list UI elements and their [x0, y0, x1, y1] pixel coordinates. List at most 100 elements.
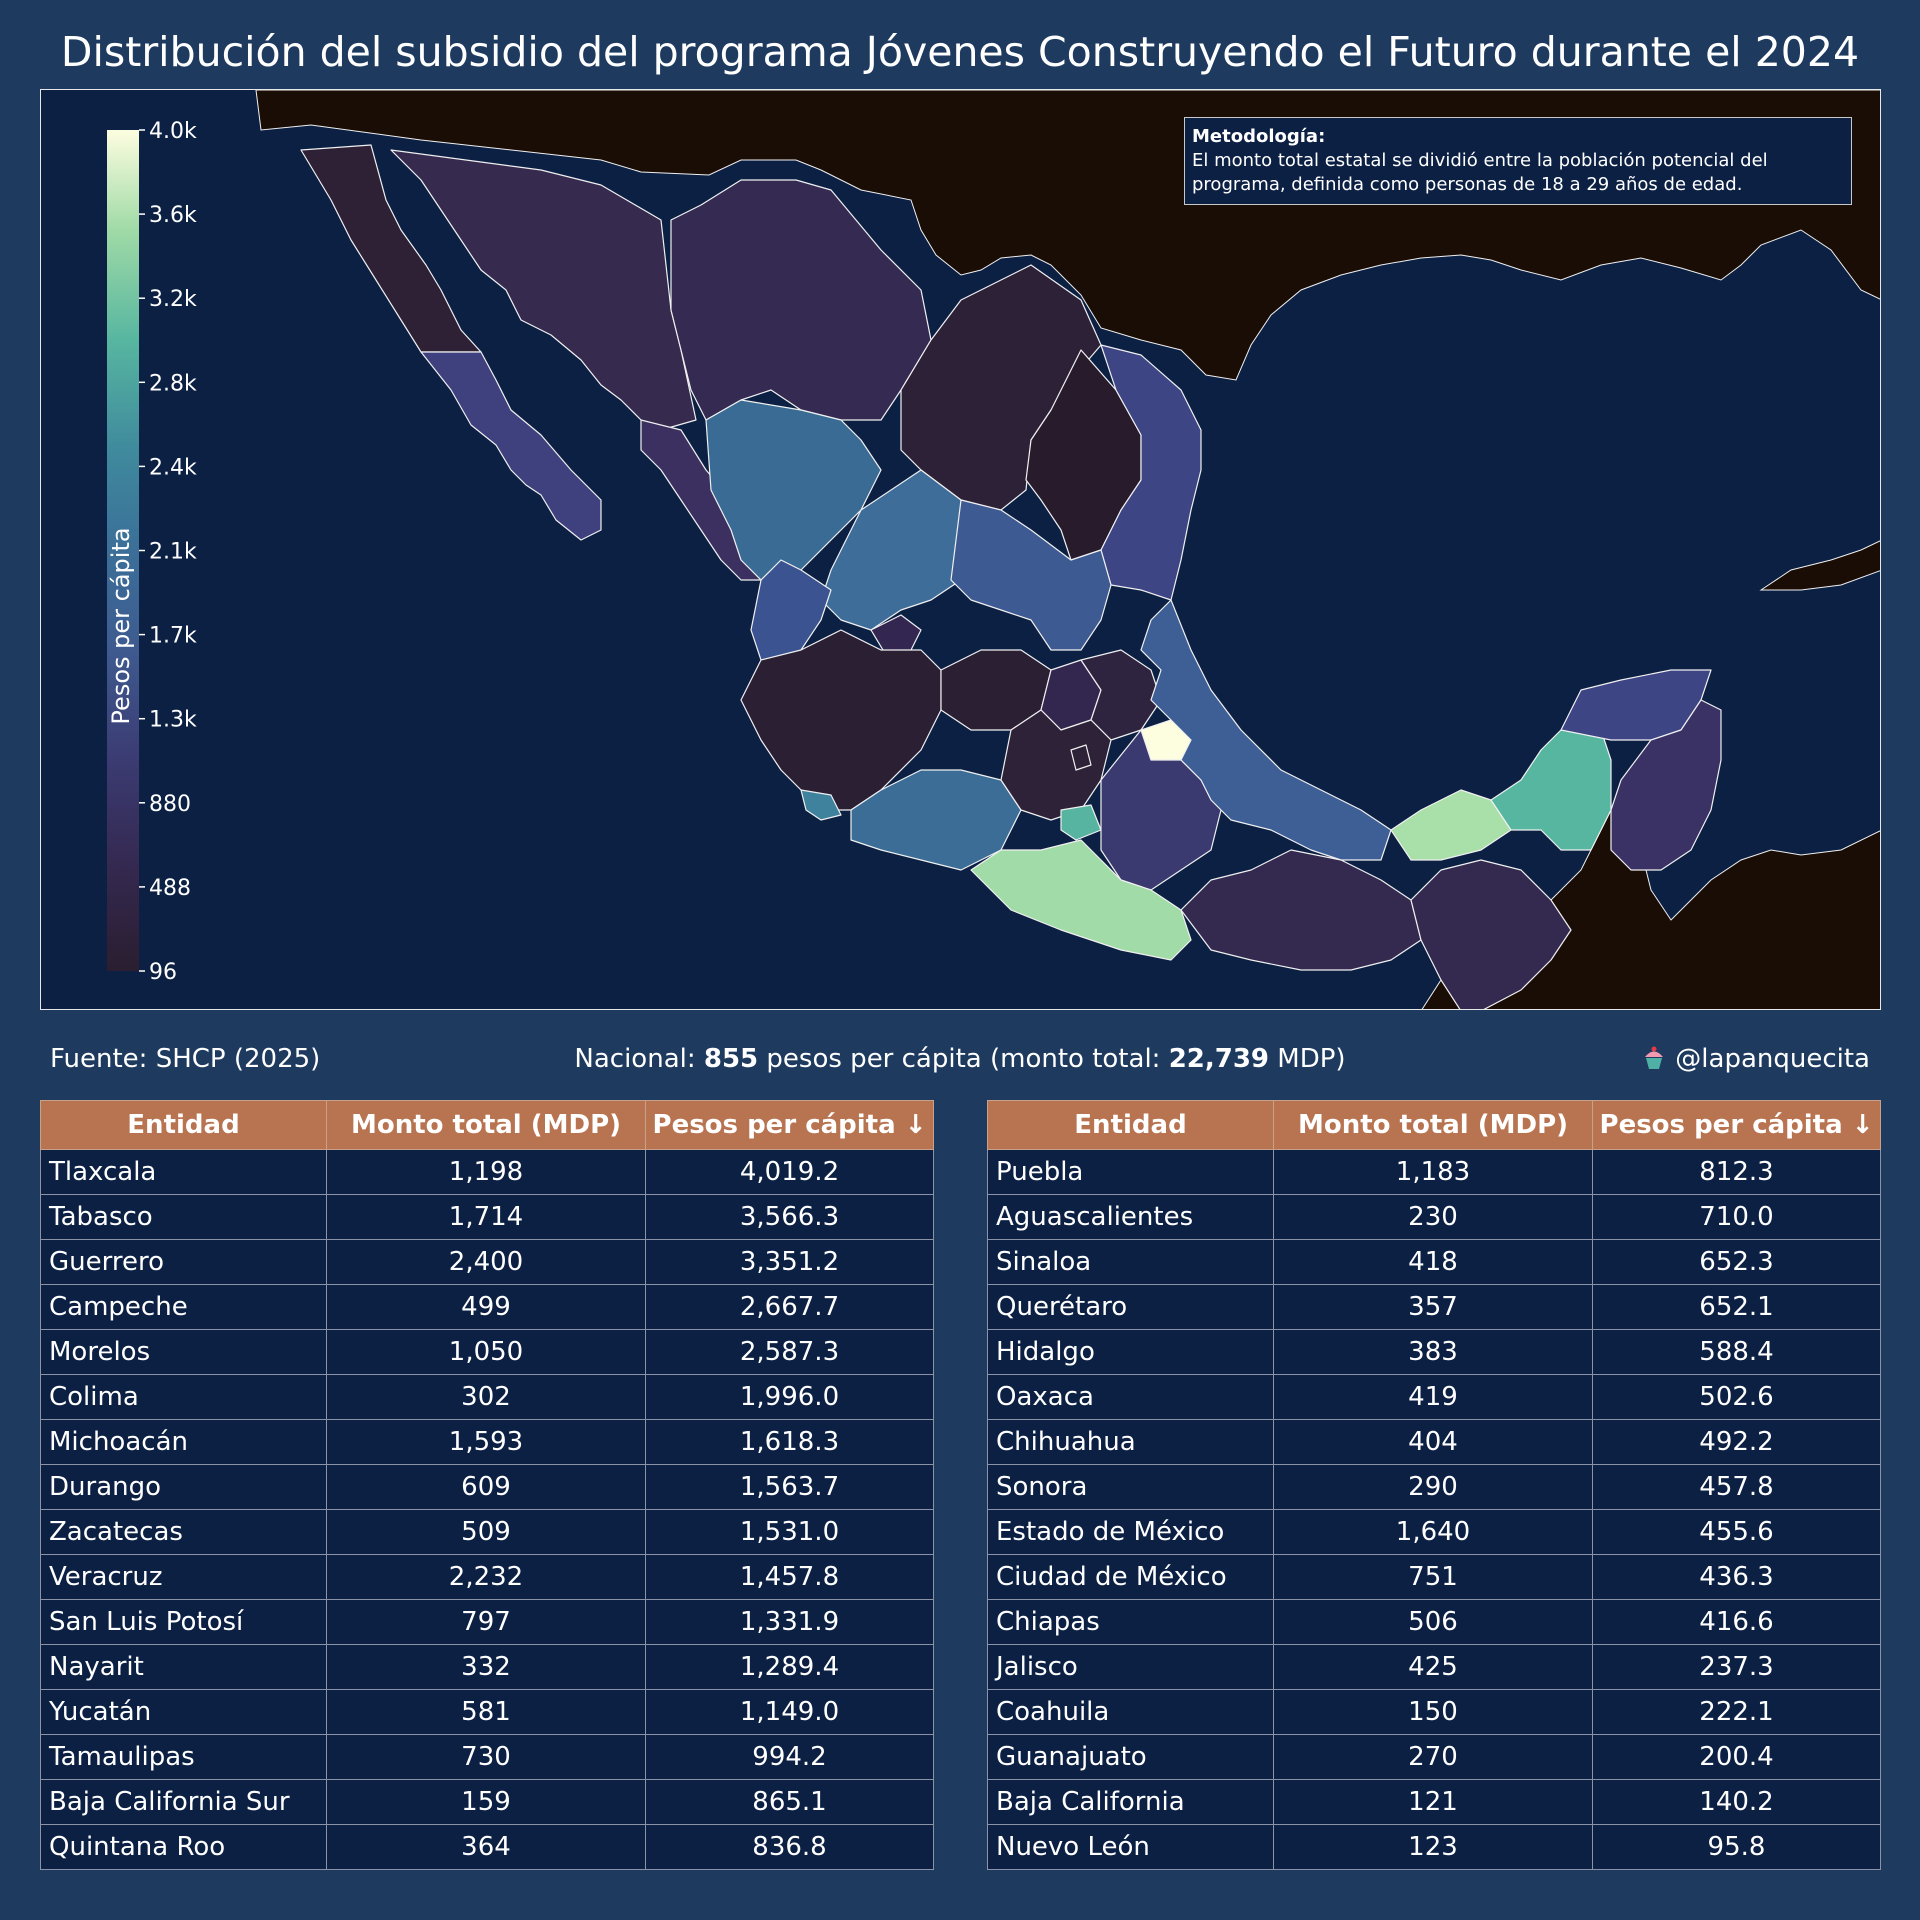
cell-per-capita: 1,149.0: [645, 1689, 934, 1735]
cell-per-capita: 200.4: [1592, 1734, 1881, 1780]
national-suffix: MDP): [1277, 1044, 1346, 1074]
cell-entity: Coahuila: [987, 1689, 1274, 1735]
table-row: Guanajuato 270 200.4: [987, 1734, 1881, 1780]
cell-per-capita: 865.1: [645, 1779, 934, 1825]
state-chiapas: [1410, 859, 1572, 1009]
author-credit: @lapanquecita: [1641, 1044, 1870, 1074]
cell-entity: San Luis Potosí: [40, 1599, 327, 1645]
colorbar-ticks: 4.0k 3.6k 3.2k 2.8k 2.4k 2.1k 1.7k 1.3k 880 488 96: [139, 119, 197, 985]
cell-entity: Estado de México: [987, 1509, 1274, 1555]
cell-total: 2,232: [326, 1554, 646, 1600]
source-note: Fuente: SHCP (2025): [50, 1044, 321, 1074]
colorbar-tick-label: 2.1k: [149, 540, 197, 565]
cell-entity: Tamaulipas: [40, 1734, 327, 1780]
colorbar-tick-label: 1.7k: [149, 624, 197, 649]
cell-entity: Durango: [40, 1464, 327, 1510]
cell-total: 123: [1273, 1824, 1593, 1870]
cell-entity: Colima: [40, 1374, 327, 1420]
methodology-title: Metodología:: [1192, 126, 1326, 147]
cell-entity: Baja California Sur: [40, 1779, 327, 1825]
cell-per-capita: 436.3: [1592, 1554, 1881, 1600]
cell-per-capita: 457.8: [1592, 1464, 1881, 1510]
table-header-row: Entidad Monto total (MDP) Pesos per cápi…: [987, 1100, 1881, 1150]
cell-entity: Michoacán: [40, 1419, 327, 1465]
cell-total: 419: [1273, 1374, 1593, 1420]
cell-total: 357: [1273, 1284, 1593, 1330]
cuba-land: [1759, 540, 1880, 591]
national-summary: Nacional: 855 pesos per cápita (monto to…: [0, 1044, 1920, 1074]
table-row: Ciudad de México 751 436.3: [987, 1554, 1881, 1600]
colorbar-tick-label: 1.3k: [149, 708, 197, 733]
state-tamaulipas: [1100, 344, 1202, 601]
header-total: Monto total (MDP): [1273, 1100, 1593, 1150]
cell-entity: Nayarit: [40, 1644, 327, 1690]
cell-total: 609: [326, 1464, 646, 1510]
colorbar-tick-label: 488: [149, 876, 191, 901]
table-row: Veracruz 2,232 1,457.8: [40, 1554, 934, 1600]
cell-entity: Quintana Roo: [40, 1824, 327, 1870]
colorbar-tick-label: 880: [149, 792, 191, 817]
cell-entity: Aguascalientes: [987, 1194, 1274, 1240]
state-durango: [705, 399, 882, 591]
cell-total: 1,714: [326, 1194, 646, 1240]
state-estado-de-mexico: [1000, 709, 1112, 821]
cell-total: 404: [1273, 1419, 1593, 1465]
cell-total: 425: [1273, 1644, 1593, 1690]
table-row: Oaxaca 419 502.6: [987, 1374, 1881, 1420]
cell-entity: Morelos: [40, 1329, 327, 1375]
state-veracruz: [1140, 599, 1392, 861]
table-row: Chiapas 506 416.6: [987, 1599, 1881, 1645]
table-row: Campeche 499 2,667.7: [40, 1284, 934, 1330]
cell-per-capita: 222.1: [1592, 1689, 1881, 1735]
table-row: Coahuila 150 222.1: [987, 1689, 1881, 1735]
cell-total: 1,640: [1273, 1509, 1593, 1555]
table-row: Baja California 121 140.2: [987, 1779, 1881, 1825]
state-oaxaca: [1180, 849, 1422, 971]
cell-per-capita: 710.0: [1592, 1194, 1881, 1240]
cell-entity: Zacatecas: [40, 1509, 327, 1555]
cell-total: 383: [1273, 1329, 1593, 1375]
header-per-capita: Pesos per cápita ↓: [1592, 1100, 1881, 1150]
cell-total: 159: [326, 1779, 646, 1825]
header-entity: Entidad: [987, 1100, 1274, 1150]
state-chihuahua: [670, 179, 932, 421]
cell-entity: Nuevo León: [987, 1824, 1274, 1870]
cell-entity: Oaxaca: [987, 1374, 1274, 1420]
map-panel: 4.0k 3.6k 3.2k 2.8k 2.4k 2.1k 1.7k 1.3k 880 488 96…: [40, 89, 1881, 1010]
state-morelos: [1060, 804, 1102, 841]
colorbar-tick-label: 96: [149, 960, 177, 985]
cell-per-capita: 588.4: [1592, 1329, 1881, 1375]
methodology-line-1: El monto total estatal se dividió entre …: [1192, 150, 1768, 171]
table-row: Aguascalientes 230 710.0: [987, 1194, 1881, 1240]
state-ciudad-de-mexico: [1070, 744, 1092, 771]
cell-per-capita: 1,289.4: [645, 1644, 934, 1690]
cell-entity: Baja California: [987, 1779, 1274, 1825]
cell-entity: Veracruz: [40, 1554, 327, 1600]
mexico-states: [300, 144, 1722, 1009]
table-row: Nuevo León 123 95.8: [987, 1824, 1881, 1870]
state-michoacan: [850, 769, 1022, 871]
cell-entity: Campeche: [40, 1284, 327, 1330]
table-row: San Luis Potosí 797 1,331.9: [40, 1599, 934, 1645]
cell-per-capita: 652.3: [1592, 1239, 1881, 1285]
methodology-line-2: programa, definida como personas de 18 a…: [1192, 174, 1743, 195]
state-jalisco: [740, 629, 942, 811]
cell-per-capita: 3,566.3: [645, 1194, 934, 1240]
state-campeche: [1490, 729, 1612, 851]
cell-total: 1,050: [326, 1329, 646, 1375]
colorbar-gradient: [107, 130, 139, 971]
national-mid: pesos per cápita (monto total:: [766, 1044, 1161, 1074]
table-row: Puebla 1,183 812.3: [987, 1149, 1881, 1195]
cell-total: 797: [326, 1599, 646, 1645]
national-value: 855: [703, 1044, 759, 1074]
cell-total: 1,593: [326, 1419, 646, 1465]
national-prefix: Nacional:: [574, 1044, 696, 1074]
table-row: Chihuahua 404 492.2: [987, 1419, 1881, 1465]
cell-entity: Puebla: [987, 1149, 1274, 1195]
cell-per-capita: 1,457.8: [645, 1554, 934, 1600]
state-baja-california: [300, 144, 482, 353]
state-nayarit: [750, 559, 832, 671]
table-header-row: Entidad Monto total (MDP) Pesos per cápi…: [40, 1100, 934, 1150]
cell-total: 730: [326, 1734, 646, 1780]
state-quintana-roo: [1610, 699, 1722, 871]
